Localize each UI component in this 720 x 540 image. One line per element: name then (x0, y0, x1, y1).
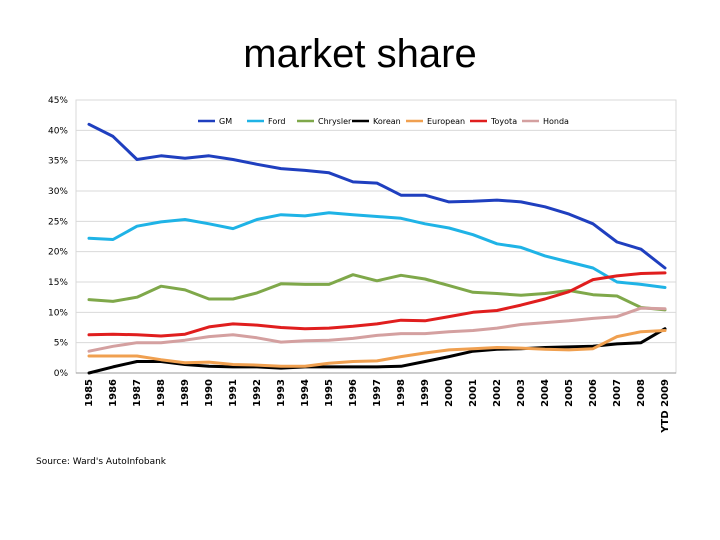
y-tick-label: 45% (48, 96, 68, 106)
legend-label-gm: GM (219, 117, 232, 126)
y-tick-label: 40% (48, 126, 68, 136)
x-tick-label: 1989 (180, 379, 191, 407)
x-tick-labels: 1985 1986 1987 1988 1989 1990 1991 1992 1993 1994… (84, 379, 671, 434)
y-tick-label: 35% (48, 157, 68, 167)
x-tick-label: 1998 (396, 379, 407, 407)
y-tick-label: 20% (48, 248, 68, 258)
x-tick-label: 2008 (636, 379, 647, 407)
x-tick-label: 1986 (108, 379, 119, 407)
legend-label-honda: Honda (543, 117, 569, 126)
legend-label-european: European (427, 117, 465, 126)
series-line-gm (87, 122, 667, 270)
x-tick-label: 2002 (492, 379, 503, 407)
x-tick-label: 1988 (156, 379, 167, 407)
series-line-toyota (87, 271, 667, 338)
series-line-honda (87, 306, 667, 353)
legend-label-toyota: Toyota (490, 117, 517, 126)
legend-label-korean: Korean (373, 117, 401, 126)
slide-title: market share (243, 32, 477, 76)
x-tick-label: 1999 (420, 379, 431, 407)
x-tick-label: 1996 (348, 379, 359, 407)
x-tick-label: 2000 (444, 379, 455, 407)
series-line-european (87, 329, 667, 368)
x-tick-label: 2007 (612, 379, 623, 407)
x-tick-label: 2006 (588, 379, 599, 407)
source-note: Source: Ward's AutoInfobank (36, 457, 166, 467)
y-tick-label: 5% (54, 339, 69, 349)
gridlines (76, 99, 676, 374)
series-lines (87, 122, 667, 375)
x-tick-label: 1991 (228, 379, 239, 407)
y-tick-label: 10% (48, 308, 68, 318)
y-tick-labels: 0% 5% 10% 15% 20% 25% 30% 35% 40% 45% (48, 96, 68, 379)
x-tick-label: YTD 2009 (660, 379, 671, 434)
legend: GM Ford Chrysler Korean European Toyota Honda (198, 117, 569, 126)
x-tick-label: 1990 (204, 379, 215, 407)
x-tick-label: 2005 (564, 379, 575, 407)
x-tick-label: 1997 (372, 379, 383, 407)
y-tick-label: 30% (48, 187, 68, 197)
x-tick-label: 2004 (540, 379, 551, 407)
legend-label-ford: Ford (268, 117, 285, 126)
series-line-ford (87, 211, 667, 289)
x-tick-label: 2001 (468, 379, 479, 407)
legend-label-chrysler: Chrysler (318, 117, 352, 126)
series-line-chrysler (87, 273, 667, 312)
x-tick-label: 1993 (276, 379, 287, 407)
y-tick-label: 25% (48, 217, 68, 227)
x-tick-label: 2003 (516, 379, 527, 407)
y-tick-label: 15% (48, 278, 68, 288)
x-tick-label: 1995 (324, 379, 335, 407)
y-tick-label: 0% (54, 369, 69, 379)
x-tick-label: 1987 (132, 379, 143, 407)
x-tick-label: 1994 (300, 379, 311, 407)
x-tick-label: 1985 (84, 379, 95, 407)
plot-frame (75, 99, 677, 374)
x-tick-label: 1992 (252, 379, 263, 407)
series-line-korean (87, 327, 667, 375)
